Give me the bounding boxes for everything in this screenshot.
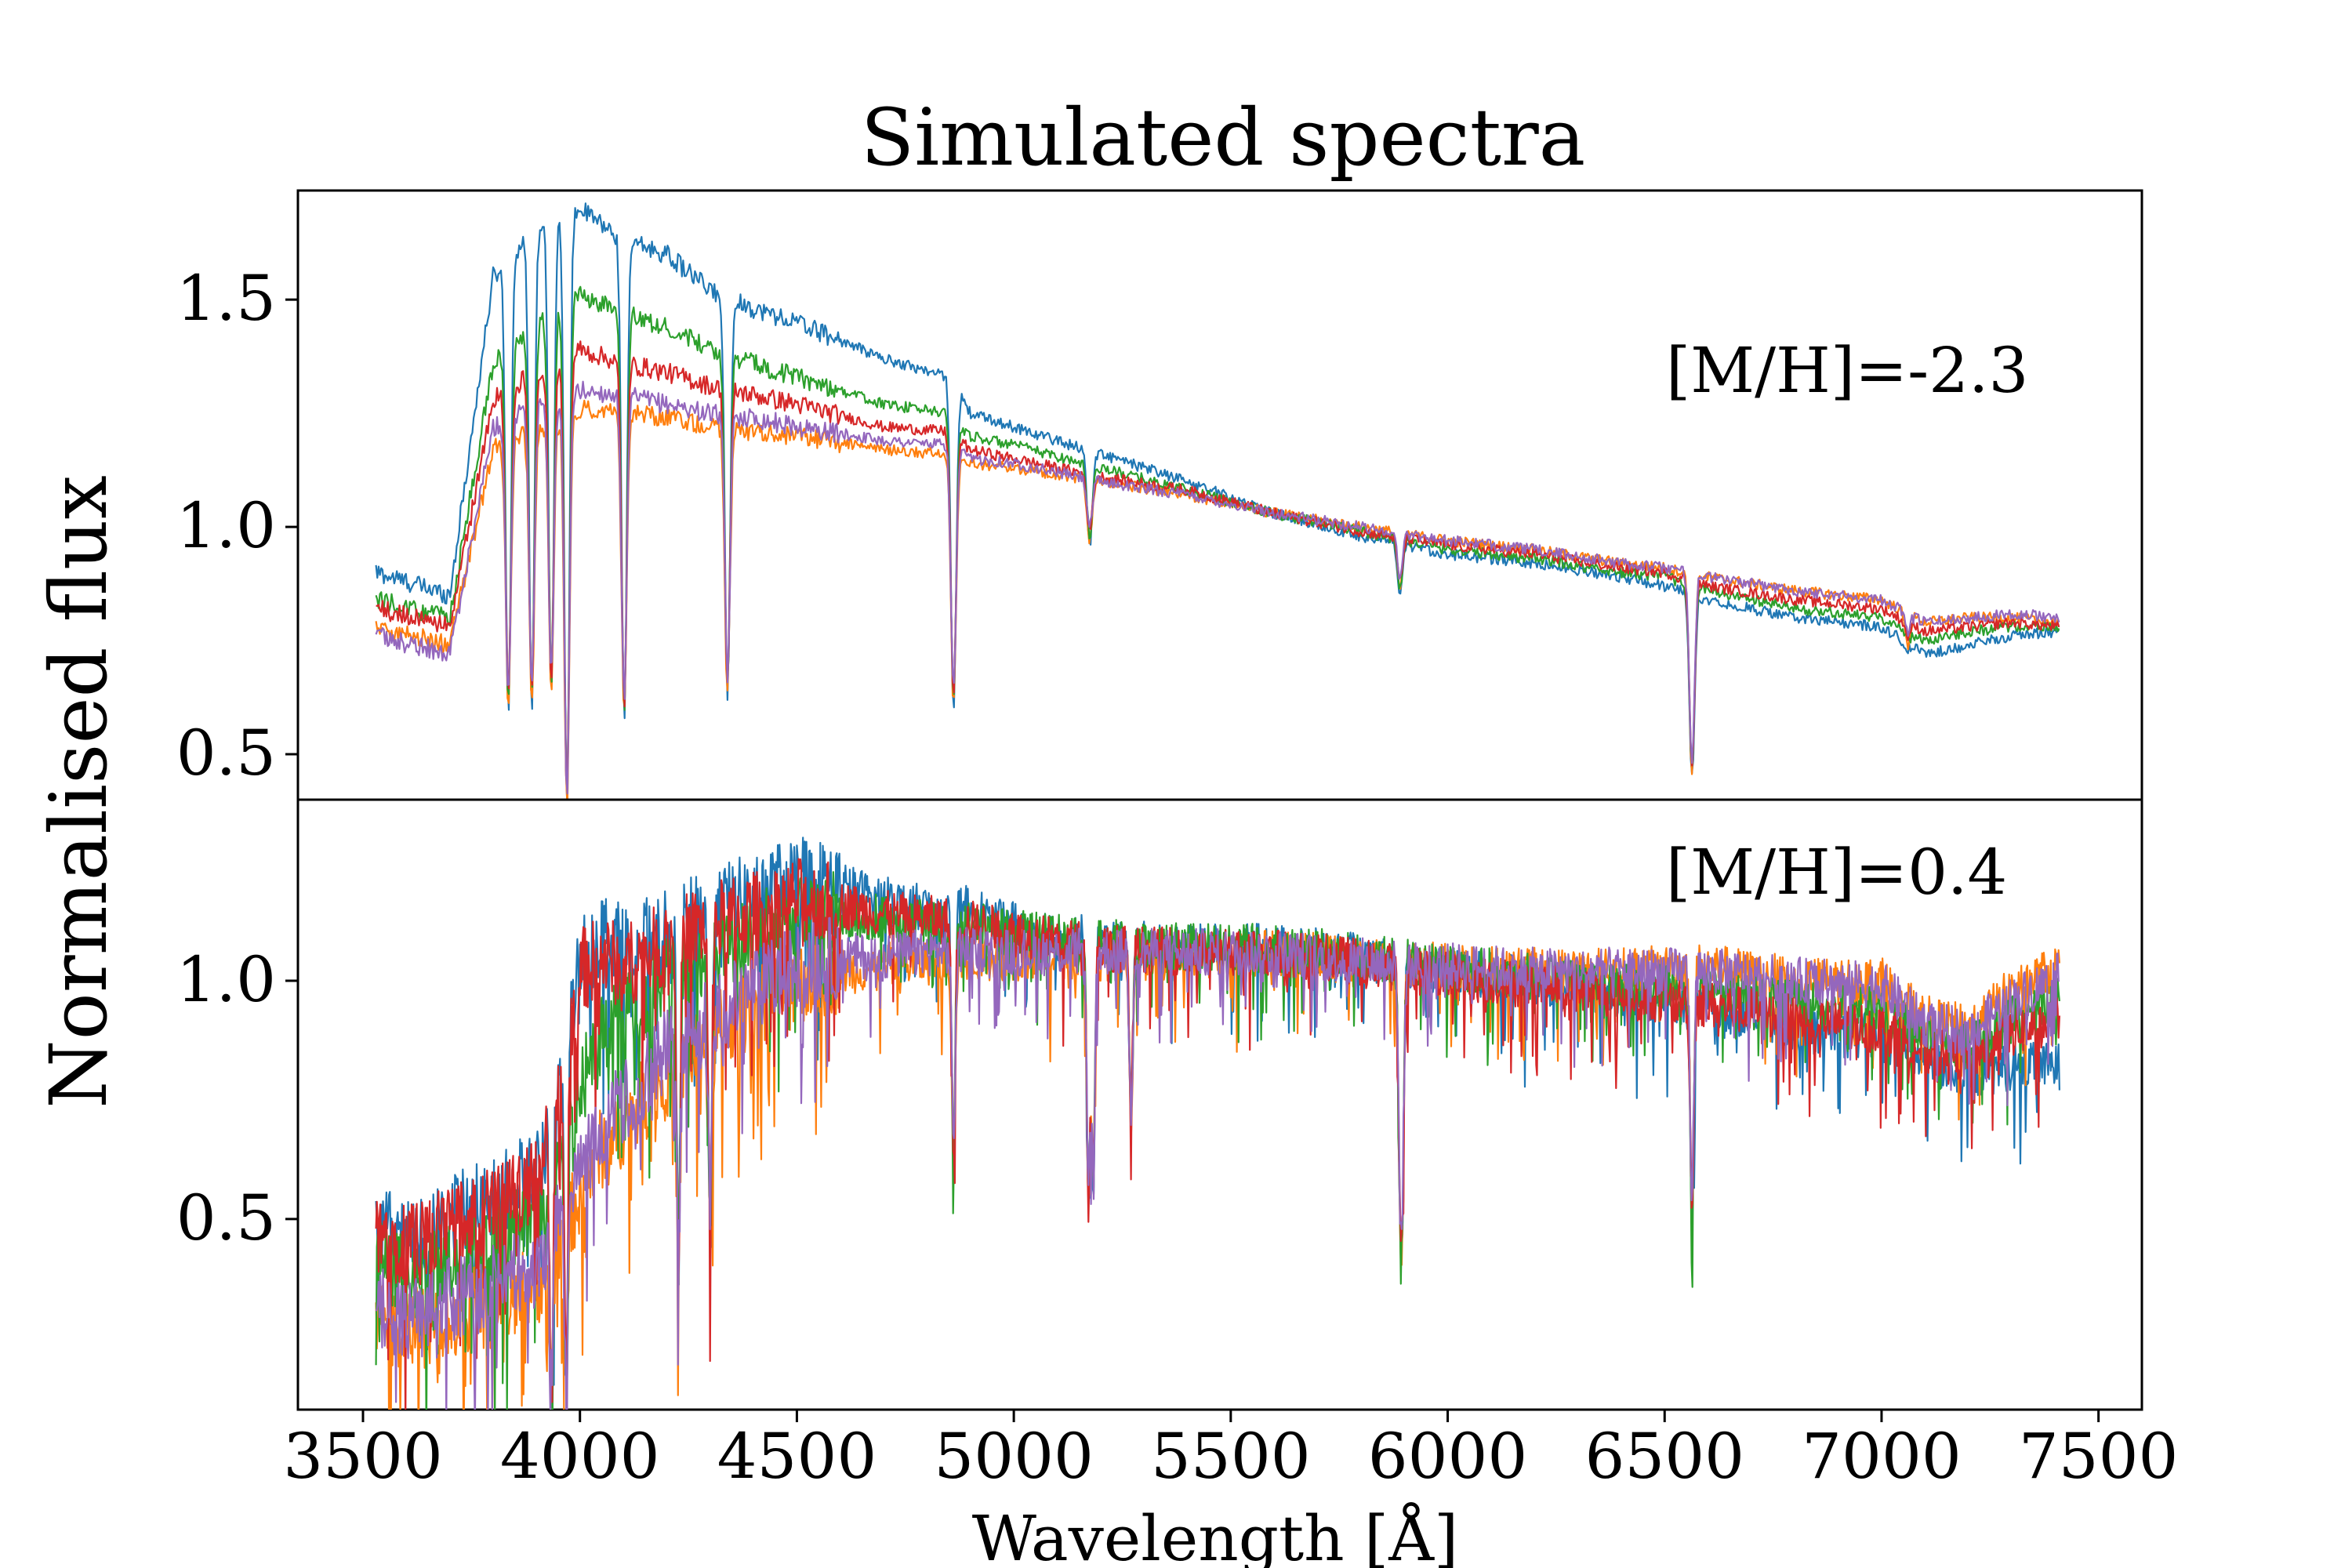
x-axis-label: Wavelength [Å] (972, 1501, 1458, 1568)
panel-bottom-y-tick-label: 1.0 (176, 943, 276, 1016)
panel-top-y-tick-label: 1.0 (176, 489, 276, 562)
panel-top-y-tick-label: 1.5 (176, 262, 276, 335)
panel-top-y-ticks: 0.5 1.0 1.5 (176, 262, 298, 789)
x-tick-label: 4500 (717, 1420, 877, 1493)
y-axis-label: Normalised flux (33, 475, 125, 1109)
x-tick-label: 7000 (1802, 1420, 1962, 1493)
x-tick-label: 3500 (283, 1420, 443, 1493)
x-tick-label: 6500 (1584, 1420, 1744, 1493)
panel-top-y-tick-label: 0.5 (176, 717, 276, 789)
x-tick-label: 6000 (1368, 1420, 1528, 1493)
x-tick-label: 5500 (1151, 1420, 1311, 1493)
panel-top-series-line-5 (375, 380, 2060, 795)
x-tick-label: 4000 (500, 1420, 660, 1493)
x-axis-ticks: 3500 4000 4500 5000 5500 6000 6500 7000 7500 (283, 1410, 2178, 1493)
x-tick-label: 7500 (2019, 1420, 2179, 1493)
panel-top: 0.5 1.0 1.5 [M/H]=-2.3 (176, 189, 2143, 801)
panel-bottom-frame (296, 798, 2143, 1411)
panel-bottom-annotation: [M/H]=0.4 (1666, 836, 2007, 909)
panel-top-series-line-3 (375, 285, 2060, 785)
panel-bottom: 0.5 1.0 [M/H]=0.4 (176, 798, 2143, 1411)
chart-title: Simulated spectra (861, 92, 1586, 183)
panel-top-annotation: [M/H]=-2.3 (1666, 334, 2028, 407)
panel-bottom-y-tick-label: 0.5 (176, 1181, 276, 1254)
panel-bottom-series-line-5 (375, 916, 2060, 1410)
panel-bottom-y-ticks: 0.5 1.0 (176, 943, 298, 1254)
x-tick-label: 5000 (934, 1420, 1094, 1493)
panel-top-series-group (375, 202, 2060, 800)
panel-bottom-series-group (375, 837, 2060, 1410)
